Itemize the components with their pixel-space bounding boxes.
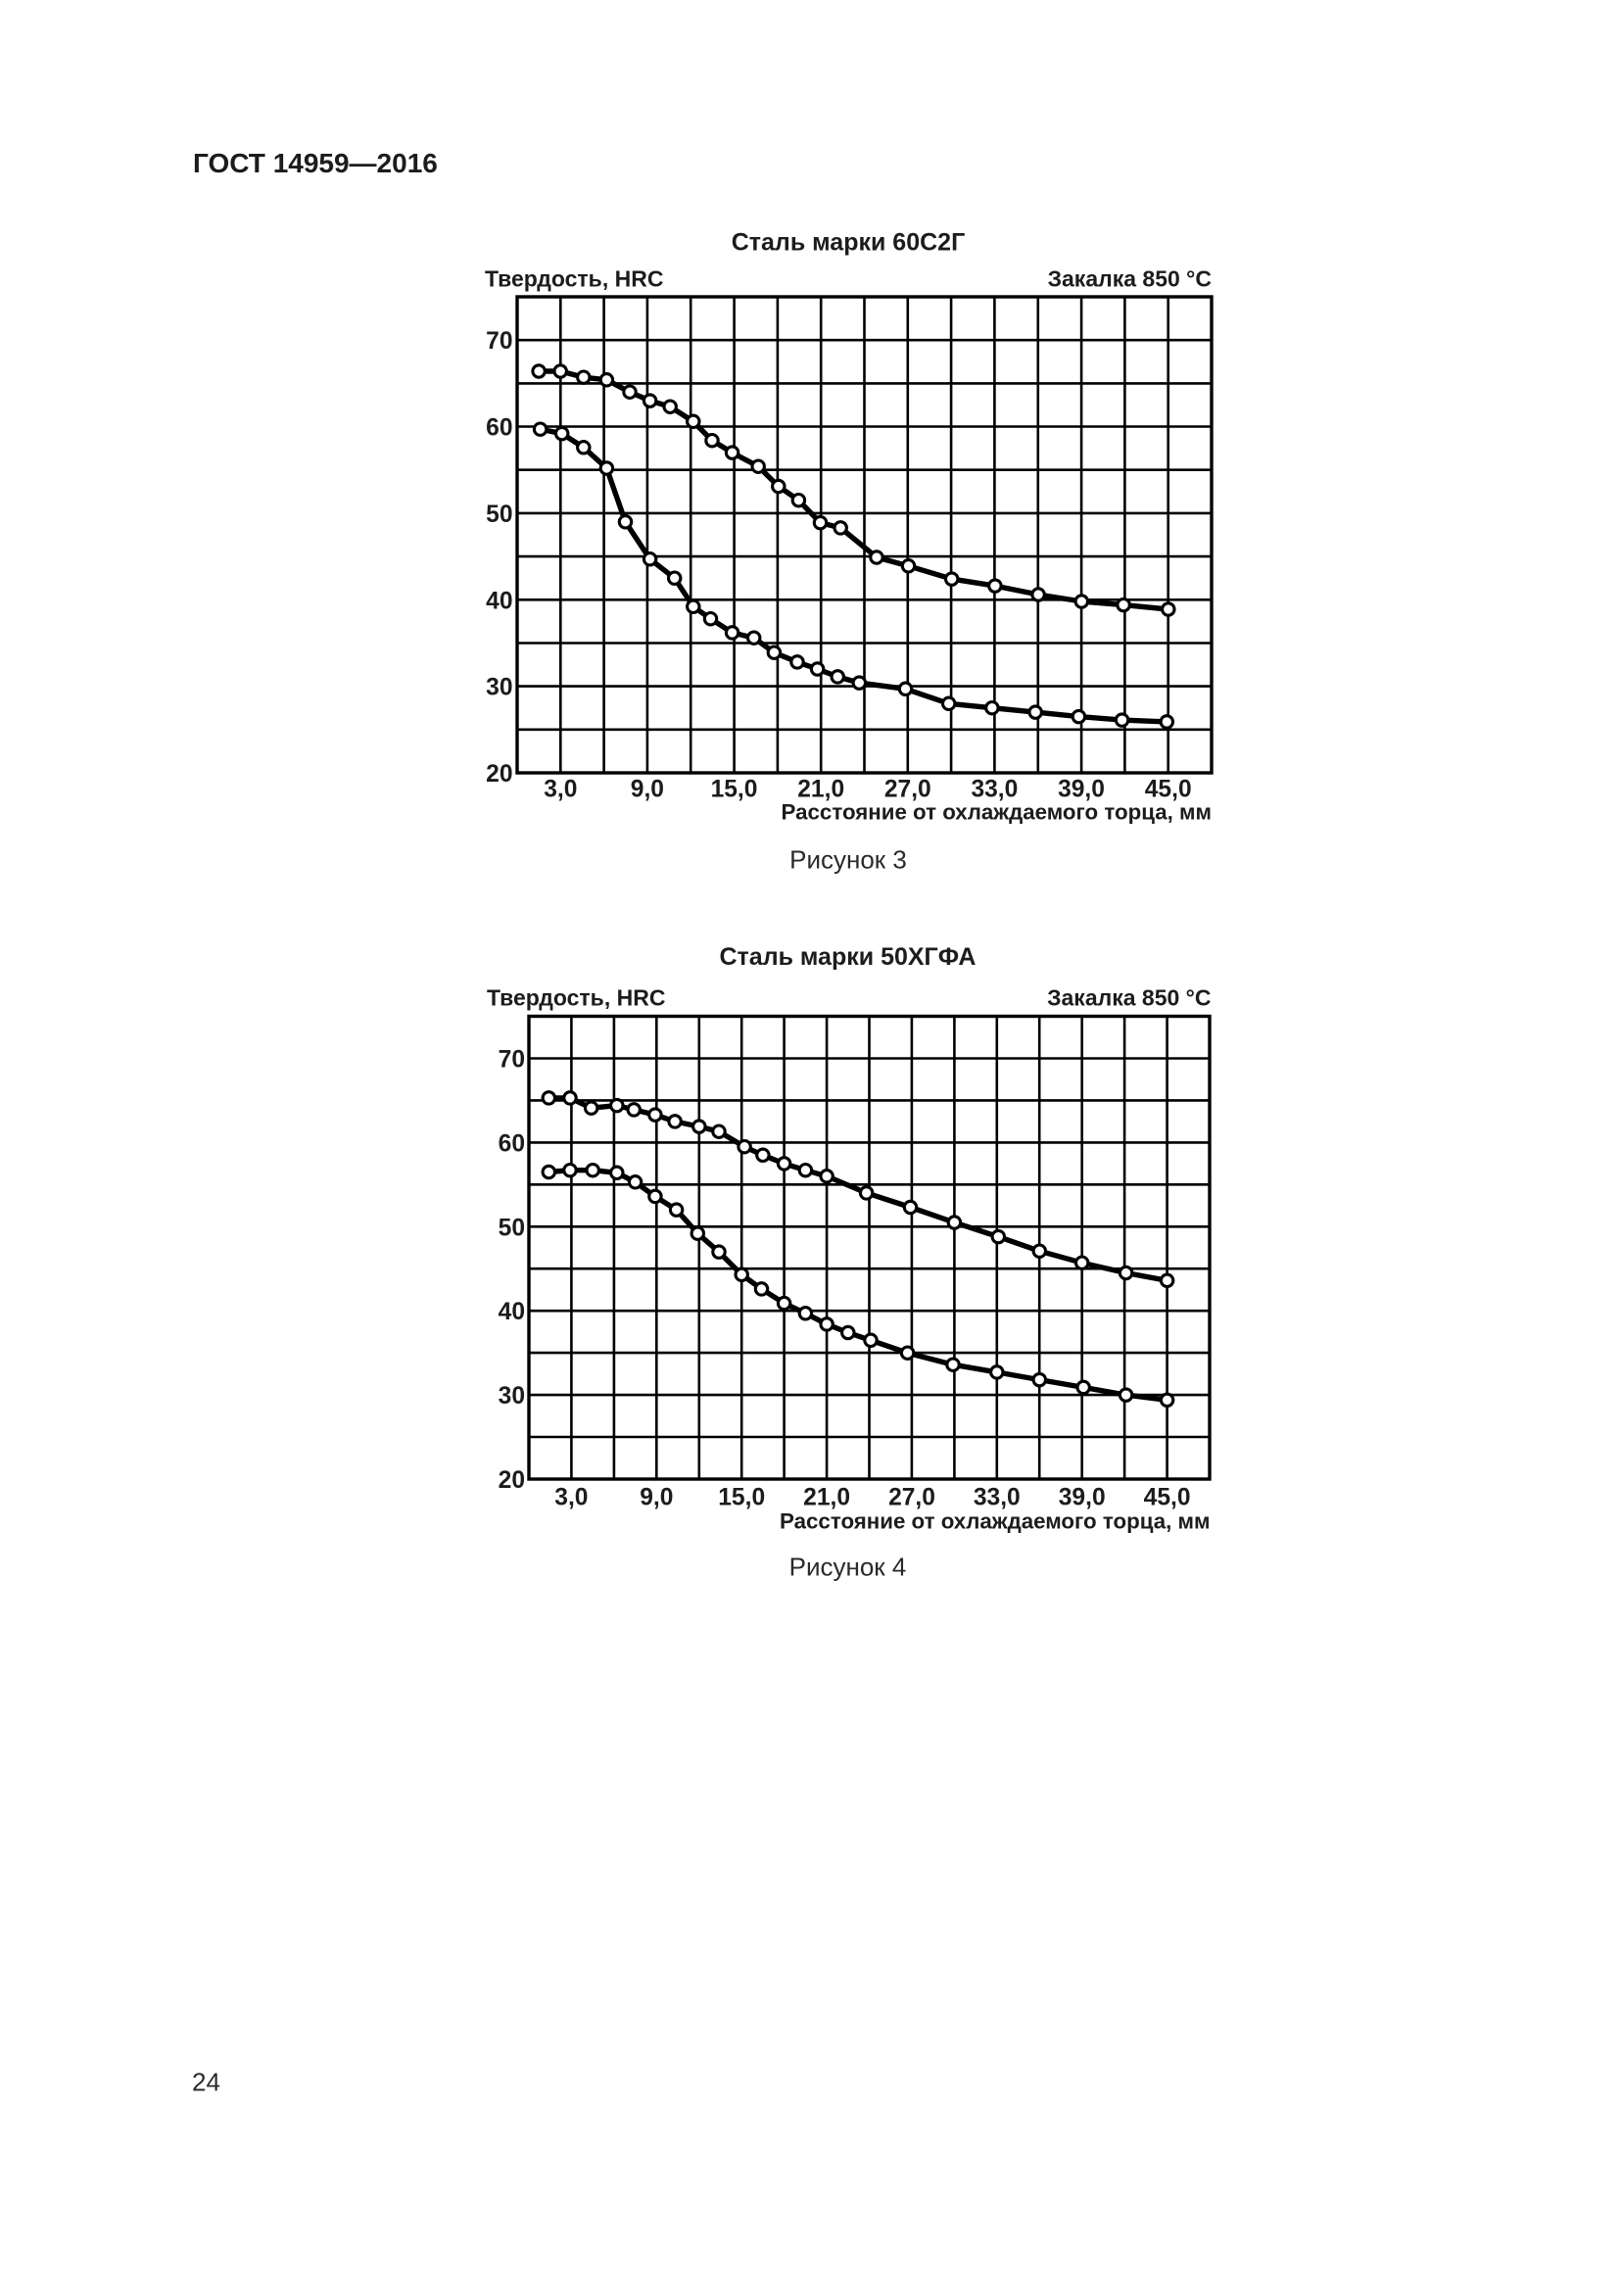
svg-text:21,0: 21,0 [803,1485,850,1511]
svg-text:20: 20 [499,1467,525,1494]
svg-text:50: 50 [499,1215,525,1241]
svg-text:39,0: 39,0 [1058,777,1105,803]
svg-text:Закалка 850 °С: Закалка 850 °С [1047,985,1211,1011]
svg-text:45,0: 45,0 [1145,777,1192,803]
svg-text:15,0: 15,0 [718,1485,765,1511]
svg-text:Твердость, HRC: Твердость, HRC [485,266,663,292]
svg-text:70: 70 [499,1047,525,1074]
svg-text:50: 50 [486,502,512,528]
svg-text:40: 40 [486,588,512,614]
svg-text:ГОСТ 14959—2016: ГОСТ 14959—2016 [193,148,438,178]
svg-text:3,0: 3,0 [544,777,577,803]
svg-text:3,0: 3,0 [554,1485,588,1511]
svg-text:24: 24 [192,2068,220,2097]
svg-text:9,0: 9,0 [631,777,664,803]
svg-text:27,0: 27,0 [888,1485,935,1511]
svg-text:70: 70 [486,328,512,355]
svg-text:Рисунок 4: Рисунок 4 [789,1553,907,1582]
svg-text:Сталь марки 50ХГФА: Сталь марки 50ХГФА [720,943,977,971]
svg-text:33,0: 33,0 [971,777,1018,803]
svg-text:20: 20 [486,761,512,788]
svg-text:30: 30 [486,675,512,701]
svg-text:60: 60 [486,415,512,442]
svg-text:60: 60 [499,1130,525,1157]
svg-text:Расстояние от охлаждаемого тор: Расстояние от охлаждаемого торца, мм [780,1509,1210,1534]
svg-text:15,0: 15,0 [711,777,758,803]
svg-text:30: 30 [499,1383,525,1410]
svg-text:Закалка 850 °С: Закалка 850 °С [1048,266,1212,292]
svg-text:45,0: 45,0 [1144,1485,1191,1511]
svg-text:Твердость, HRC: Твердость, HRC [487,985,665,1011]
svg-text:40: 40 [499,1299,525,1325]
svg-text:33,0: 33,0 [974,1485,1021,1511]
svg-text:Сталь марки 60С2Г: Сталь марки 60С2Г [732,229,966,257]
svg-text:39,0: 39,0 [1059,1485,1106,1511]
svg-text:9,0: 9,0 [640,1485,673,1511]
svg-text:Расстояние от охлаждаемого тор: Расстояние от охлаждаемого торца, мм [782,800,1212,825]
svg-text:Рисунок 3: Рисунок 3 [789,845,907,875]
svg-text:21,0: 21,0 [797,777,844,803]
svg-text:27,0: 27,0 [884,777,931,803]
